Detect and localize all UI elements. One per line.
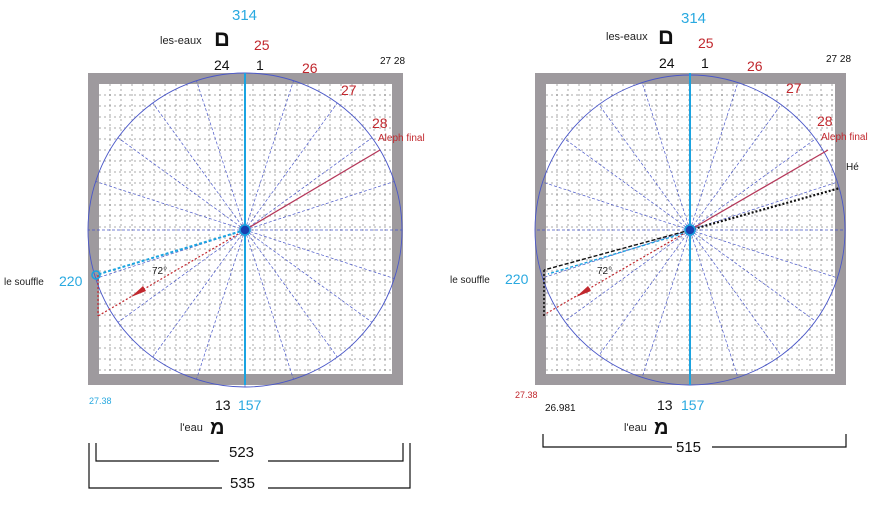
ray-line (117, 137, 246, 231)
ray-line (564, 138, 691, 231)
ray-line (152, 102, 246, 231)
left-souffle-point (91, 270, 101, 280)
left-hebrew-bottom: מ (210, 417, 225, 439)
left-num-26: 26 (302, 60, 318, 76)
left-red-arrow (131, 286, 146, 297)
left-num-220: 220 (59, 273, 83, 289)
ray-line (244, 102, 338, 231)
right-he-label: Hé (846, 162, 859, 173)
left-center-dot (239, 224, 251, 236)
right-leau-label: l'eau (624, 422, 647, 434)
right-hebrew-bottom: מ (654, 417, 669, 439)
right-top-number: 314 (681, 10, 706, 27)
left-red-dotted-line (97, 229, 246, 317)
left-hebrew-top: ם (214, 26, 230, 51)
ray-line (542, 229, 691, 279)
ray-line (689, 104, 782, 231)
right-angle-label: 72° (597, 266, 612, 277)
left-num-157: 157 (238, 397, 262, 413)
right-red-arrow (576, 286, 591, 297)
right-aleph-final-label: Aleph final (821, 132, 868, 143)
left-dimension-535 (88, 443, 411, 489)
left-num-25: 25 (254, 37, 270, 53)
left-num-24: 24 (214, 57, 230, 73)
ray-line (244, 229, 373, 323)
ray-line (542, 181, 691, 231)
right-num-25: 25 (698, 35, 714, 51)
ray-line (641, 229, 691, 378)
right-corner-value: 27.38 (515, 390, 538, 400)
right-num-28: 28 (817, 113, 833, 129)
left-panel: 314 les-eaux ם 25 24 1 26 27 27 28 28 Al… (4, 7, 425, 492)
left-corner-value: 27.38 (89, 396, 112, 406)
ray-line (689, 82, 739, 231)
right-souffle-line (543, 229, 691, 271)
right-dimension-515 (542, 434, 847, 448)
left-num-1: 1 (256, 57, 264, 73)
ray-line (641, 82, 691, 231)
left-num-13: 13 (215, 397, 231, 413)
right-aleph-line (689, 149, 829, 231)
left-dim-535: 535 (230, 475, 255, 492)
ray-line (689, 229, 838, 279)
right-num-157: 157 (681, 397, 705, 413)
left-num-27-28: 27 28 (380, 56, 405, 67)
ray-line (244, 181, 395, 231)
left-souffle-line (95, 229, 246, 276)
ray-line (689, 138, 816, 231)
ray-line (689, 229, 782, 356)
right-souffle-label: le souffle (450, 275, 490, 286)
left-rays (88, 73, 402, 387)
ray-line (598, 104, 691, 231)
ray-line (196, 229, 246, 380)
right-les-eaux-label: les-eaux (606, 31, 648, 43)
left-angle-label: 72° (152, 266, 167, 277)
right-panel: 314 les-eaux ם 25 24 1 26 27 27 28 28 Al… (450, 10, 868, 456)
ray-line (244, 80, 294, 231)
left-les-eaux-label: les-eaux (160, 35, 202, 47)
ray-line (689, 229, 816, 322)
left-souffle-label: le souffle (4, 277, 44, 288)
ray-line (95, 181, 246, 231)
left-leau-label: l'eau (180, 422, 203, 434)
right-dim-515: 515 (676, 439, 701, 456)
right-hebrew-top: ם (658, 24, 674, 49)
right-num-13: 13 (657, 397, 673, 413)
ray-line (196, 80, 246, 231)
right-num-220: 220 (505, 271, 529, 287)
right-center-dot (684, 224, 696, 236)
left-num-28: 28 (372, 115, 388, 131)
right-souffle-cyan (547, 231, 689, 275)
left-dimension-523 (95, 443, 404, 462)
ray-line (117, 229, 246, 323)
right-num-1: 1 (701, 55, 709, 71)
left-num-27: 27 (341, 82, 357, 98)
ray-line (244, 229, 338, 358)
right-grid (546, 84, 835, 374)
right-num-27: 27 (786, 80, 802, 96)
left-aleph-line (244, 149, 381, 231)
ray-line (689, 229, 739, 378)
left-aleph-final-label: Aleph final (378, 133, 425, 144)
right-corner-value-2: 26.981 (545, 403, 576, 414)
left-top-number: 314 (232, 7, 257, 24)
right-num-27-28: 27 28 (826, 54, 851, 65)
ray-line (244, 137, 373, 231)
ray-line (598, 229, 691, 356)
left-dim-523: 523 (229, 444, 254, 461)
right-num-24: 24 (659, 55, 675, 71)
right-red-dotted-line (541, 229, 691, 317)
ray-line (244, 229, 294, 380)
ray-line (564, 229, 691, 322)
right-rays (535, 75, 845, 385)
ray-line (152, 229, 246, 358)
right-he-line (689, 186, 841, 232)
right-num-26: 26 (747, 58, 763, 74)
ray-line (244, 229, 395, 279)
